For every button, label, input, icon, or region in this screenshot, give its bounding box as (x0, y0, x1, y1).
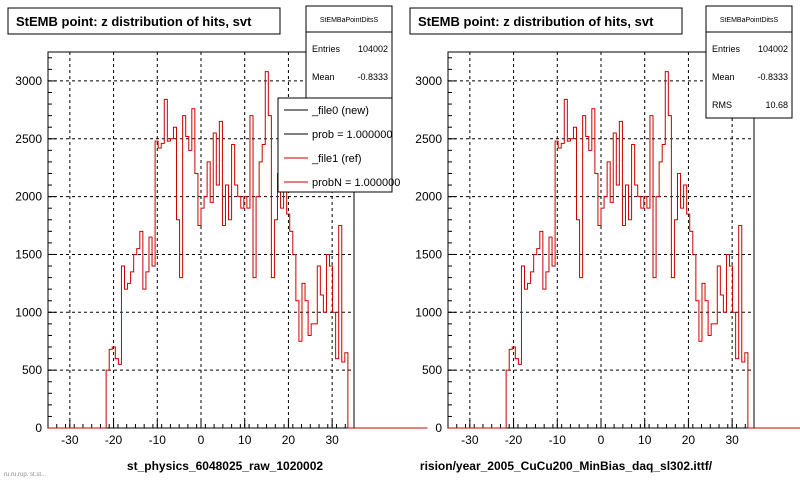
xlabel-right: rision/year_2005_CuCu200_MinBias_daq_sl3… (420, 459, 713, 473)
x-tick-label-right: -10 (549, 433, 567, 447)
x-tick-label-left: 20 (282, 433, 296, 447)
y-tick-label-right: 0 (435, 421, 442, 435)
histogram-series-left (48, 71, 428, 429)
y-tick-label-right: 2500 (415, 132, 442, 146)
x-tick-label-right: 20 (682, 433, 696, 447)
y-tick-label-left: 2000 (15, 190, 42, 204)
stats-value-entries-left: 104002 (358, 44, 388, 54)
title-left: StEMB point: z distribution of hits, svt (16, 14, 252, 29)
y-tick-label-left: 3000 (15, 74, 42, 88)
footer-text: ru.ru.rup. st.st... (4, 472, 46, 478)
x-tick-label-right: -30 (461, 433, 479, 447)
y-tick-label-right: 1500 (415, 247, 442, 261)
stats-label-entries-right: Entries (712, 44, 741, 54)
stats-label-mean-right: Mean (712, 72, 735, 82)
legend-label: probN = 1.000000 (312, 177, 400, 189)
y-tick-label-right: 3000 (415, 74, 442, 88)
histogram-series-right (448, 71, 800, 429)
x-tick-label-right: -20 (505, 433, 523, 447)
stats-name-right: StEMBaPointDitsS (720, 17, 779, 24)
stats-value-mean-left: -0.8333 (357, 72, 388, 82)
panel-left: StEMB point: z distribution of hits, svt… (7, 5, 428, 473)
stats-name-left: StEMBaPointDitsS (320, 17, 379, 24)
stats-value-entries-right: 104002 (758, 44, 788, 54)
title-right: StEMB point: z distribution of hits, svt (418, 14, 654, 29)
plot-area-right: -30 -20 -10 0 10 20 30 0 500 1000 1500 2000 2500 3000 (415, 51, 800, 447)
y-tick-label-left: 500 (22, 363, 42, 377)
title-box-right (409, 7, 683, 35)
xlabel-left: st_physics_6048025_raw_1020002 (127, 459, 323, 473)
legend-label: prob = 1.000000 (312, 129, 392, 141)
title-box-left (7, 7, 281, 35)
x-tick-label-left: 10 (238, 433, 252, 447)
y-tick-label-left: 1000 (15, 305, 42, 319)
y-tick-label-right: 2000 (415, 190, 442, 204)
y-tick-label-right: 1000 (415, 305, 442, 319)
stats-box-right (705, 5, 793, 119)
legend-label: _file1 (ref) (311, 153, 362, 165)
x-tick-label-right: 10 (638, 433, 652, 447)
y-tick-label-left: 1500 (15, 247, 42, 261)
stats-label-rms-right: RMS (712, 100, 732, 110)
x-tick-label-left: -10 (149, 433, 167, 447)
panel-right: StEMB point: z distribution of hits, svt… (409, 5, 800, 473)
x-tick-label-left: 30 (325, 433, 339, 447)
stats-value-rms-right: 10.68 (765, 100, 788, 110)
legend-box-left (277, 97, 393, 193)
stats-label-entries-left: Entries (312, 44, 341, 54)
x-tick-label-left: -20 (105, 433, 123, 447)
legend-left: _file0 (new) prob = 1.000000 _file1 (ref) p… (284, 105, 400, 189)
legend-label: _file0 (new) (311, 105, 369, 117)
stats-value-mean-right: -0.8333 (757, 72, 788, 82)
x-tick-label-right: 30 (725, 433, 739, 447)
y-tick-label-right: 500 (422, 363, 442, 377)
stats-label-mean-left: Mean (312, 72, 335, 82)
stats-box-left (305, 5, 393, 99)
y-tick-label-left: 0 (35, 421, 42, 435)
x-tick-label-right: 0 (598, 433, 605, 447)
y-tick-label-left: 2500 (15, 132, 42, 146)
x-tick-label-left: -30 (61, 433, 79, 447)
x-tick-label-left: 0 (198, 433, 205, 447)
